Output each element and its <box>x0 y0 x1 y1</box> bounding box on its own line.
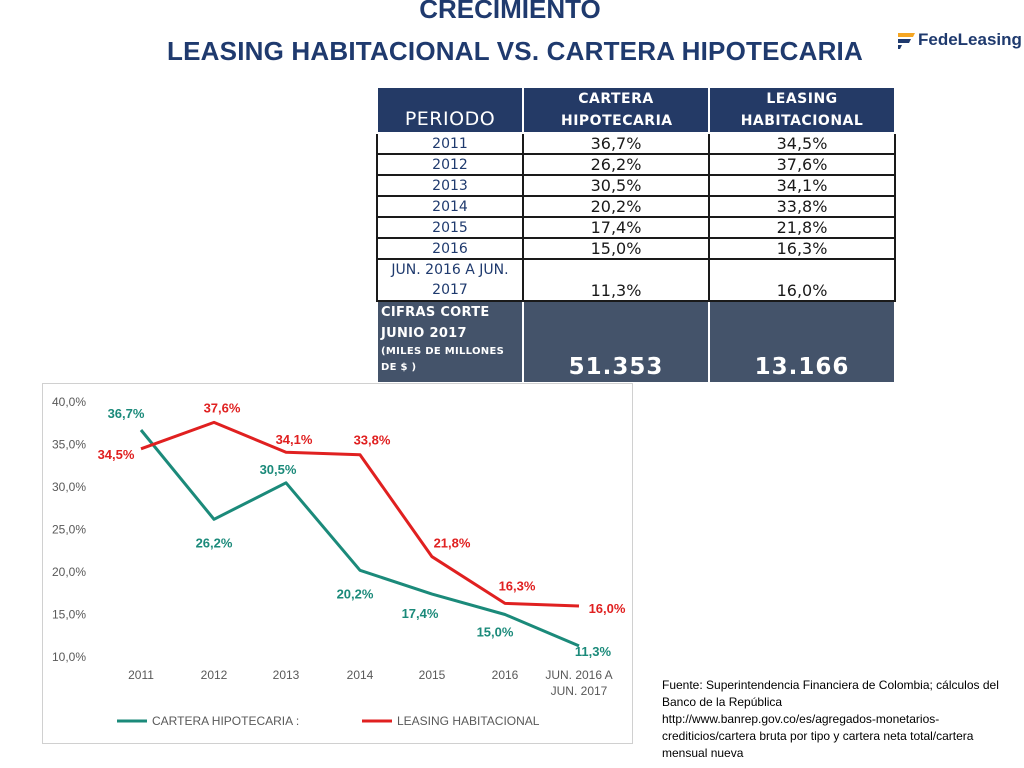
legend-label: LEASING HABITACIONAL <box>397 714 540 728</box>
data-label: 20,2% <box>337 586 374 601</box>
fedeleasing-logo-icon <box>898 33 915 49</box>
cell-periodo: 2011 <box>376 132 524 155</box>
cell-cartera: 36,7% <box>522 132 710 155</box>
title-line-2: LEASING HABITACIONAL VS. CARTERA HIPOTEC… <box>167 36 863 66</box>
logo-text: FedeLeasing <box>918 30 1022 49</box>
cell-periodo: 2016 <box>376 237 524 260</box>
footer-label-line1: CIFRAS CORTE JUNIO 2017 <box>381 305 490 341</box>
table-header-row: PERIODO CARTERA HIPOTECARIA LEASING HABI… <box>376 86 896 134</box>
source-note: Fuente: Superintendencia Financiera de C… <box>662 678 999 760</box>
table-row: 2016 15,0% 16,3% <box>376 237 896 260</box>
cell-leasing: 33,8% <box>708 195 896 218</box>
data-label: 37,6% <box>204 400 241 415</box>
cell-leasing: 37,6% <box>708 153 896 176</box>
cell-cartera: 15,0% <box>522 237 710 260</box>
data-label: 36,7% <box>108 406 145 421</box>
data-label: 30,5% <box>260 462 297 477</box>
data-label: 17,4% <box>402 606 439 621</box>
y-tick-label: 20,0% <box>52 565 86 579</box>
cell-cartera: 20,2% <box>522 195 710 218</box>
chart-border <box>42 383 633 744</box>
cell-cartera: 17,4% <box>522 216 710 239</box>
cell-leasing: 34,1% <box>708 174 896 197</box>
cell-periodo: 2012 <box>376 153 524 176</box>
title-line-1: CRECIMIENTO <box>419 0 601 24</box>
cell-cartera: 30,5% <box>522 174 710 197</box>
y-tick-label: 15,0% <box>52 608 86 622</box>
table-row: 2013 30,5% 34,1% <box>376 174 896 197</box>
data-label: 33,8% <box>354 433 391 448</box>
series-line-cartera <box>139 429 580 648</box>
cell-cartera: 26,2% <box>522 153 710 176</box>
table-row: JUN. 2016 A JUN. 2017 11,3% 16,0% <box>376 258 896 302</box>
footer-label-line2: (MILES DE MILLONES DE $ ) <box>381 346 505 373</box>
header-cartera-label: CARTERA HIPOTECARIA <box>561 91 673 129</box>
cell-leasing: 34,5% <box>708 132 896 155</box>
x-tick-label: JUN. 2016 A JUN. 2017 <box>545 668 612 698</box>
y-tick-label: 40,0% <box>52 395 86 409</box>
table-row: 2011 36,7% 34,5% <box>376 132 896 155</box>
data-label: 34,1% <box>276 432 313 447</box>
x-tick-label: 2015 <box>419 668 446 682</box>
x-tick-label: 2011 <box>128 668 154 682</box>
y-tick-label: 10,0% <box>52 650 86 664</box>
data-label: 21,8% <box>434 536 471 551</box>
cell-leasing: 16,0% <box>708 258 896 302</box>
data-label: 11,3% <box>575 644 612 659</box>
growth-line-chart: 40,0% 35,0% 30,0% 25,0% 20,0% 15,0% 10,0% 2011… <box>42 383 633 744</box>
series-line-leasing <box>140 420 580 608</box>
data-label: 15,0% <box>477 625 514 640</box>
x-tick-label: 2014 <box>347 668 374 682</box>
x-tick-label: 2012 <box>201 668 228 682</box>
header-leasing: LEASING HABITACIONAL <box>708 86 896 134</box>
y-tick-label: 25,0% <box>52 523 86 537</box>
x-tick-label: 2013 <box>273 668 300 682</box>
fedeleasing-logo: FedeLeasing <box>893 27 1022 55</box>
footer-label: CIFRAS CORTE JUNIO 2017 (MILES DE MILLON… <box>376 300 524 384</box>
table-row: 2012 26,2% 37,6% <box>376 153 896 176</box>
table-row: 2014 20,2% 33,8% <box>376 195 896 218</box>
cell-leasing: 16,3% <box>708 237 896 260</box>
data-label: 26,2% <box>196 535 233 550</box>
x-tick-label: 2016 <box>492 668 519 682</box>
cell-cartera: 11,3% <box>522 258 710 302</box>
cell-periodo: 2015 <box>376 216 524 239</box>
cell-periodo-label: JUN. 2016 A JUN. 2017 <box>391 262 509 298</box>
y-tick-label: 30,0% <box>52 480 86 494</box>
footer-cartera-value: 51.353 <box>522 300 710 384</box>
legend-label: CARTERA HIPOTECARIA : <box>152 714 299 728</box>
y-tick-label: 35,0% <box>52 438 86 452</box>
cell-periodo: 2013 <box>376 174 524 197</box>
growth-table: PERIODO CARTERA HIPOTECARIA LEASING HABI… <box>376 86 896 384</box>
header-leasing-label: LEASING HABITACIONAL <box>740 91 864 129</box>
header-cartera: CARTERA HIPOTECARIA <box>522 86 710 134</box>
cell-periodo: JUN. 2016 A JUN. 2017 <box>376 258 524 302</box>
data-label: 16,0% <box>589 601 626 616</box>
cell-leasing: 21,8% <box>708 216 896 239</box>
table-footer-row: CIFRAS CORTE JUNIO 2017 (MILES DE MILLON… <box>376 300 896 384</box>
data-label: 16,3% <box>499 578 536 593</box>
data-label: 34,5% <box>98 447 135 462</box>
table-row: 2015 17,4% 21,8% <box>376 216 896 239</box>
footer-leasing-value: 13.166 <box>708 300 896 384</box>
header-periodo: PERIODO <box>376 86 524 134</box>
cell-periodo: 2014 <box>376 195 524 218</box>
